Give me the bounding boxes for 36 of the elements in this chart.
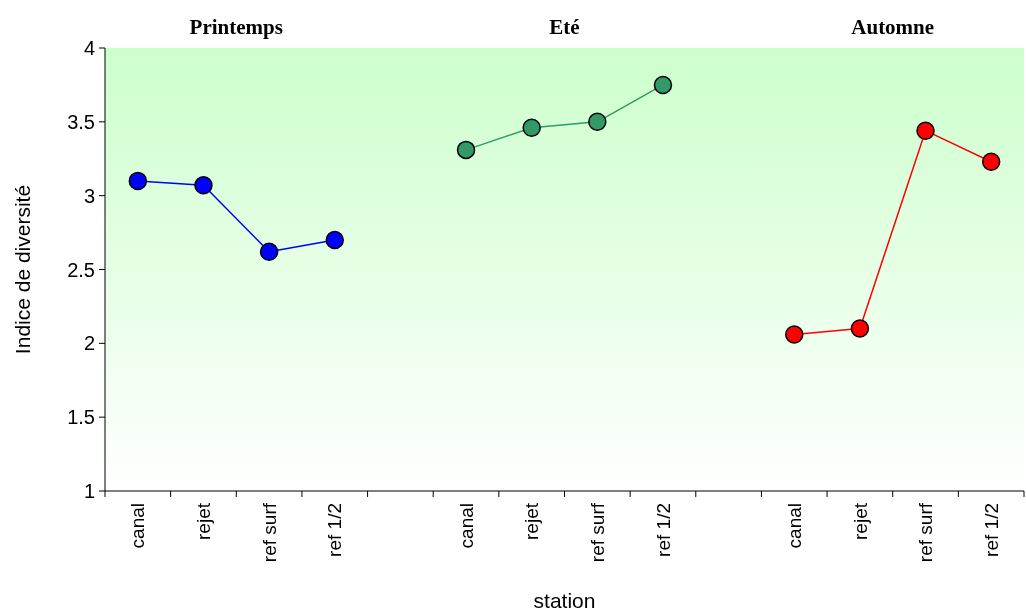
- text: Printemps: [189, 15, 283, 39]
- point: [456, 140, 476, 160]
- point: [916, 121, 935, 140]
- x-tick-label: canal: [783, 503, 805, 549]
- x-tick-label: ref 1/2: [980, 503, 1002, 557]
- point: [259, 242, 279, 262]
- point: [785, 325, 804, 344]
- y-tick-label: 3.5: [67, 110, 95, 133]
- point: [522, 118, 541, 137]
- x-tick-label: ref surf: [915, 502, 937, 563]
- y-axis-title: Indice de diversité: [11, 184, 34, 355]
- x-tick-label: rejet: [849, 502, 871, 540]
- x-tick-label: ref surf: [586, 502, 608, 563]
- x-tick-label: ref surf: [258, 502, 280, 563]
- point: [588, 112, 607, 132]
- point: [653, 75, 673, 95]
- point: [325, 230, 344, 250]
- text: Automne: [851, 15, 935, 39]
- x-axis-title: station: [533, 589, 596, 612]
- x-tick-label: ref 1/2: [652, 503, 674, 557]
- x-tick-label: canal: [127, 503, 149, 549]
- point: [850, 319, 870, 338]
- y-tick-label: 2.5: [67, 258, 95, 281]
- y-tick-label: 4: [83, 37, 95, 59]
- text: Eté: [549, 15, 580, 39]
- y-tick-label: 1: [83, 480, 95, 502]
- point: [128, 171, 148, 191]
- x-tick-label: ref 1/2: [324, 503, 346, 557]
- y-tick-label: 3: [83, 184, 95, 207]
- x-tick-label: rejet: [193, 502, 215, 540]
- x-tick-label: canal: [455, 503, 477, 549]
- point: [981, 152, 1001, 171]
- y-tick-label: 2: [83, 332, 95, 355]
- y-tick-label: 1.5: [67, 406, 95, 429]
- point: [194, 176, 213, 195]
- x-tick-label: rejet: [521, 502, 543, 540]
